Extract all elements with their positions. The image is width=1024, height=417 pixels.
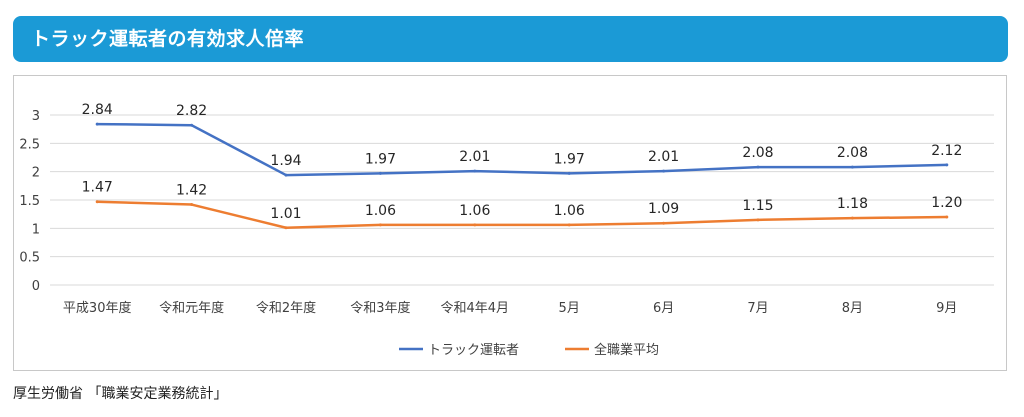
data-label: 1.42 bbox=[176, 183, 207, 199]
data-label: 1.06 bbox=[365, 203, 396, 219]
data-point bbox=[95, 200, 99, 204]
data-point bbox=[850, 216, 854, 220]
data-label: 2.01 bbox=[459, 149, 490, 165]
data-point bbox=[850, 165, 854, 169]
data-point bbox=[190, 123, 194, 127]
y-tick-label: 2 bbox=[32, 166, 40, 181]
x-tick-label: 7月 bbox=[747, 301, 768, 316]
source-note: 厚生労働省 「職業安定業務統計」 bbox=[13, 386, 228, 402]
x-tick-label: 5月 bbox=[559, 301, 580, 316]
legend-label: トラック運転者 bbox=[428, 343, 519, 358]
data-point bbox=[756, 218, 760, 222]
chart-area: 0 0.5 1 1.5 2 2.5 3 平成30年度 令和元年度 令和2年度 令和3年度 令和4年4月… bbox=[13, 75, 1007, 371]
line-chart: 0 0.5 1 1.5 2 2.5 3 平成30年度 令和元年度 令和2年度 令和3年度 令和4年4月… bbox=[19, 102, 994, 358]
y-tick-label: 0 bbox=[32, 279, 40, 294]
x-tick-label: 平成30年度 bbox=[63, 300, 132, 316]
data-label: 1.97 bbox=[554, 151, 585, 167]
x-tick-label: 令和2年度 bbox=[256, 300, 316, 316]
x-tick-label: 9月 bbox=[936, 301, 957, 316]
data-label: 2.01 bbox=[648, 149, 679, 165]
data-point bbox=[567, 223, 571, 227]
data-point bbox=[378, 171, 382, 175]
data-label: 2.84 bbox=[82, 102, 113, 118]
data-label: 2.08 bbox=[837, 145, 868, 161]
x-tick-label: 6月 bbox=[653, 301, 674, 316]
data-label: 1.47 bbox=[82, 180, 113, 196]
data-point bbox=[567, 171, 571, 175]
series-line-1 bbox=[97, 122, 947, 177]
data-point bbox=[756, 165, 760, 169]
y-tick-label: 1 bbox=[32, 222, 40, 237]
data-point bbox=[284, 173, 288, 177]
data-point bbox=[284, 226, 288, 230]
chart-title: トラック運転者の有効求人倍率 bbox=[31, 28, 305, 50]
data-point bbox=[473, 169, 477, 173]
series-line-2 bbox=[97, 200, 947, 230]
data-point bbox=[95, 122, 99, 126]
data-point bbox=[662, 221, 666, 225]
legend-label: 全職業平均 bbox=[594, 342, 659, 358]
data-label: 1.09 bbox=[648, 201, 679, 217]
y-tick-label: 0.5 bbox=[19, 251, 40, 266]
data-label: 1.97 bbox=[365, 151, 396, 167]
data-label: 1.01 bbox=[270, 206, 301, 222]
x-tick-label: 令和4年4月 bbox=[441, 301, 510, 316]
data-point bbox=[473, 223, 477, 227]
data-label: 2.82 bbox=[176, 103, 207, 119]
y-tick-label: 1.5 bbox=[19, 194, 40, 209]
data-label: 1.20 bbox=[931, 195, 962, 211]
data-label: 2.08 bbox=[742, 145, 773, 161]
data-point bbox=[378, 223, 382, 227]
data-label: 1.15 bbox=[742, 198, 773, 214]
data-label: 1.94 bbox=[270, 153, 301, 169]
data-label: 1.06 bbox=[554, 203, 585, 219]
chart-header-banner: トラック運転者の有効求人倍率 bbox=[13, 16, 1008, 62]
data-point bbox=[190, 203, 194, 207]
data-label: 1.06 bbox=[459, 203, 490, 219]
data-point bbox=[945, 215, 949, 219]
x-tick-label: 8月 bbox=[842, 301, 863, 316]
data-point bbox=[662, 169, 666, 173]
x-tick-label: 令和元年度 bbox=[159, 300, 224, 316]
y-tick-label: 2.5 bbox=[19, 137, 40, 152]
data-label: 1.18 bbox=[837, 196, 868, 212]
data-point bbox=[945, 163, 949, 167]
data-label: 2.12 bbox=[931, 143, 962, 159]
x-tick-label: 令和3年度 bbox=[350, 300, 410, 316]
y-tick-label: 3 bbox=[32, 109, 40, 124]
